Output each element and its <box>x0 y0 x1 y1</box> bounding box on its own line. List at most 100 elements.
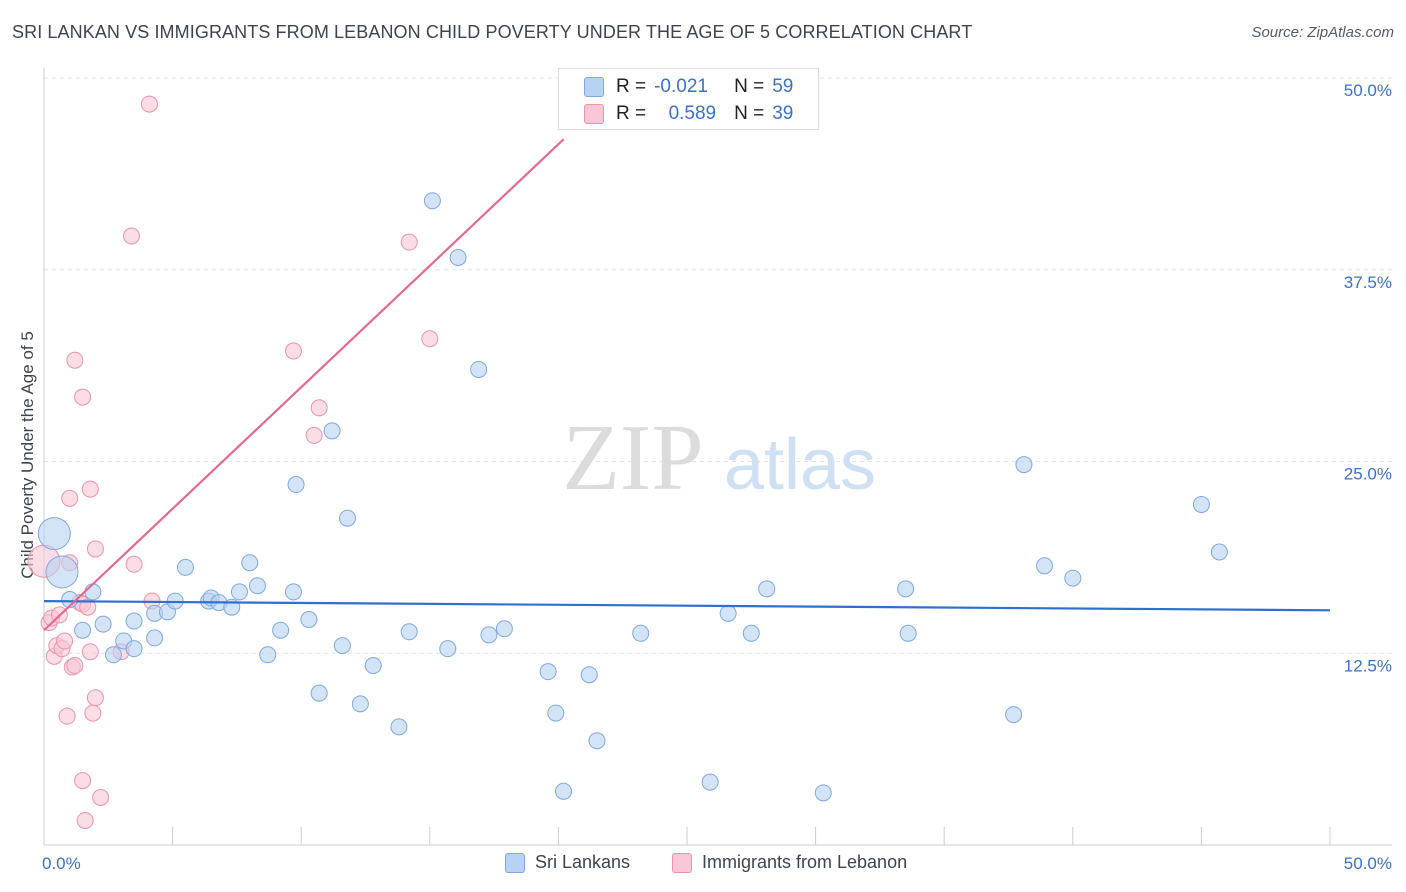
sri-lankan-point <box>1036 557 1054 575</box>
lebanon-point <box>421 330 439 348</box>
sri-lankan-point <box>495 620 513 638</box>
sri-lankan-point <box>439 640 457 658</box>
sri-lankan-point <box>701 773 719 791</box>
sri-lankan-point <box>287 476 305 494</box>
lebanon-point <box>122 227 140 245</box>
legend-label: Sri Lankans <box>535 852 631 872</box>
y-tick-label: 50.0% <box>1344 81 1392 100</box>
watermark-atlas: atlas <box>724 425 876 505</box>
sri-lankan-point <box>333 637 351 655</box>
sri-lankan-point <box>125 612 143 630</box>
sri-lankan-point <box>310 684 328 702</box>
watermark-zip: ZIP <box>563 406 704 510</box>
n-label: N = <box>734 76 765 97</box>
sri-lankan-point <box>423 192 441 210</box>
lebanon-point <box>66 657 84 675</box>
legend-label: Immigrants from Lebanon <box>702 852 908 872</box>
sri-lankan-point <box>230 583 248 601</box>
sri-lankan-point <box>364 657 382 675</box>
sri-lankan-point <box>259 646 277 664</box>
source-label: Source: ZipAtlas.com <box>1251 24 1394 41</box>
n-label: N = <box>734 103 765 124</box>
sri-lankan-point <box>588 732 606 750</box>
lebanon-point <box>79 598 97 616</box>
sri-lankan-point <box>470 360 488 378</box>
lebanon-point <box>92 788 110 806</box>
lebanon-point <box>86 689 104 707</box>
n-value: 39 <box>772 103 794 124</box>
lebanon-trendline <box>43 138 565 632</box>
sri-lankan-point <box>74 621 92 639</box>
sri-lankan-point <box>555 782 573 800</box>
series-legend: Sri Lankans Immigrants from Lebanon <box>0 852 1406 878</box>
sri-lankan-point <box>814 784 832 802</box>
legend-swatch-blue <box>505 852 525 873</box>
legend-row-lebanon: R = 0.589 N = 39 <box>584 102 793 126</box>
lebanon-point <box>86 540 104 558</box>
lebanon-point <box>400 233 418 251</box>
sri-lankan-point <box>899 624 917 642</box>
sri-lankan-point <box>94 615 112 633</box>
sri-lankan-point <box>480 626 498 644</box>
sri-lankan-point <box>632 624 650 642</box>
r-label: R = <box>616 103 647 124</box>
sri-lankan-point <box>742 624 760 642</box>
lebanon-point <box>56 632 74 650</box>
sri-lankan-point <box>146 629 164 647</box>
sri-lankan-point <box>547 704 565 722</box>
lebanon-point <box>66 351 84 369</box>
n-value: 59 <box>772 76 794 97</box>
r-label: R = <box>616 76 647 97</box>
sri-lankan-point <box>45 555 79 589</box>
sri-lankan-point <box>284 583 302 601</box>
sri-lankan-point <box>323 422 341 440</box>
lebanon-points <box>27 95 439 829</box>
lebanon-point <box>284 342 302 360</box>
sri-lankan-point <box>400 623 418 641</box>
correlation-legend: R = -0.021 N = 59 R = 0.589 N = 39 <box>558 68 819 130</box>
legend-swatch-blue <box>584 77 604 97</box>
lebanon-point <box>84 704 102 722</box>
sri-lankan-point <box>449 248 467 266</box>
sri-lankan-point <box>539 663 557 681</box>
lebanon-point <box>76 811 94 829</box>
sri-lankan-point <box>1005 706 1023 724</box>
lebanon-point <box>305 426 323 444</box>
sri-lankan-points <box>37 192 1228 802</box>
r-value: -0.021 <box>654 76 708 97</box>
sri-lankan-trendline <box>43 599 1331 612</box>
sri-lankan-point <box>176 558 194 576</box>
lebanon-point <box>125 555 143 573</box>
legend-item-sri-lankans[interactable]: Sri Lankans <box>505 852 630 873</box>
sri-lankan-point <box>84 583 102 601</box>
legend-row-sri-lankans: R = -0.021 N = 59 <box>584 75 793 99</box>
tick-labels: 12.5% 25.0% 37.5% 50.0% 0.0% 50.0% <box>42 81 1392 873</box>
y-tick-label: 25.0% <box>1344 465 1392 484</box>
sri-lankan-point <box>390 718 408 736</box>
lebanon-point <box>81 480 99 498</box>
sri-lankan-point <box>1015 456 1033 474</box>
y-tick-label: 12.5% <box>1344 656 1392 675</box>
lebanon-point <box>310 399 328 417</box>
lebanon-point <box>140 95 158 113</box>
lebanon-point <box>58 707 76 725</box>
y-tick-label: 37.5% <box>1344 273 1392 292</box>
sri-lankan-point <box>1210 543 1228 561</box>
legend-swatch-pink <box>672 852 692 873</box>
sri-lankan-point <box>338 509 356 527</box>
sri-lankan-point <box>580 666 598 684</box>
sri-lankan-point <box>1064 569 1082 587</box>
sri-lankan-point <box>300 611 318 629</box>
sri-lankan-point <box>125 640 143 658</box>
legend-item-lebanon[interactable]: Immigrants from Lebanon <box>672 852 907 873</box>
lebanon-point <box>81 643 99 661</box>
sri-lankan-point <box>272 621 290 639</box>
trendlines <box>43 138 1331 632</box>
sri-lankan-point <box>351 695 369 713</box>
watermark: ZIP atlas <box>563 406 877 510</box>
lebanon-point <box>61 489 79 507</box>
sri-lankan-point <box>248 577 266 595</box>
legend-swatch-pink <box>584 104 604 124</box>
r-value: 0.589 <box>668 103 717 124</box>
